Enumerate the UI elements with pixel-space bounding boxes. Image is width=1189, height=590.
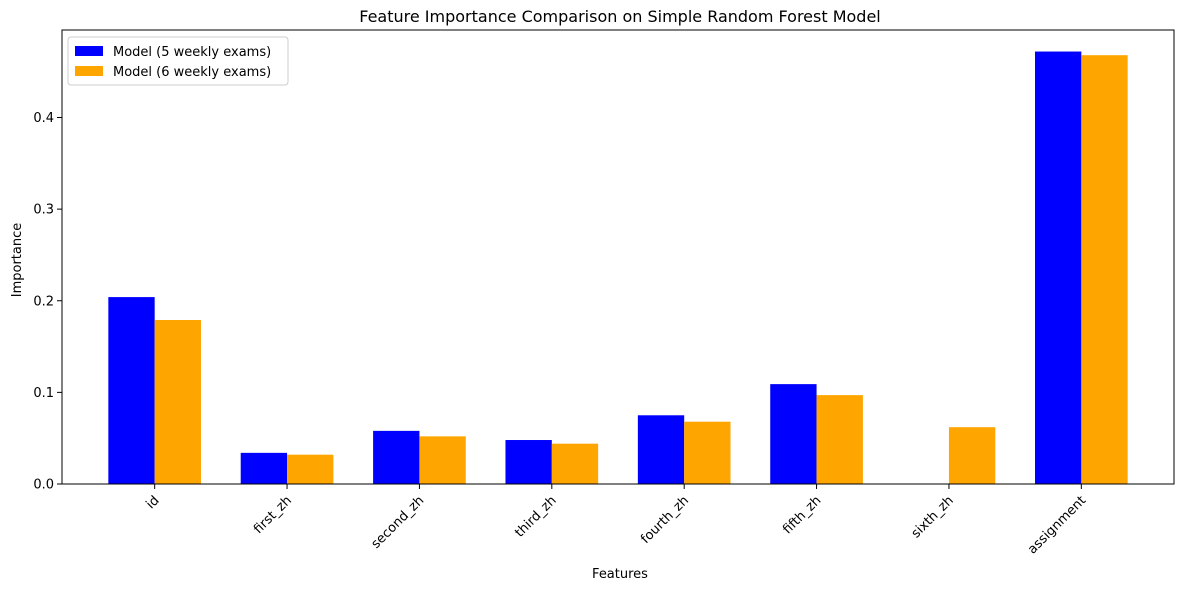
bars-layer — [108, 51, 1128, 484]
bar-second_zh-series-1 — [373, 430, 420, 484]
legend-label-series-1: Model (5 weekly exams) — [113, 45, 271, 60]
bar-fifth_zh-series-1 — [770, 384, 817, 484]
bar-first_zh-series-2 — [287, 454, 334, 484]
plot-frame — [61, 29, 1175, 485]
bar-sixth_zh-series-2 — [948, 427, 996, 484]
y-axis-label: Importance — [10, 223, 25, 298]
legend-label-series-2: Model (6 weekly exams) — [113, 65, 271, 80]
bar-id-series-2 — [154, 319, 201, 484]
y-tick-label: 0.2 — [33, 294, 54, 309]
bar-assignment-series-1 — [1035, 51, 1082, 484]
y-tick-label: 0.4 — [33, 111, 54, 126]
bar-second_zh-series-2 — [419, 436, 466, 484]
legend-swatch-series-1 — [75, 46, 103, 56]
x-axis-label: Features — [592, 567, 648, 582]
y-axis: 0.0 0.1 0.2 0.3 0.4 — [33, 111, 62, 493]
legend: Model (5 weekly exams) Model (6 weekly ex… — [67, 36, 289, 86]
bar-first_zh-series-1 — [240, 452, 288, 484]
bar-fourth_zh-series-1 — [637, 415, 685, 484]
y-tick-label: 0.0 — [33, 478, 54, 493]
legend-swatch-series-2 — [75, 66, 103, 76]
chart-title: Feature Importance Comparison on Simple … — [359, 7, 881, 26]
bar-fourth_zh-series-2 — [684, 421, 731, 484]
bar-fifth_zh-series-2 — [816, 395, 863, 484]
legend-box — [67, 36, 289, 86]
bar-third_zh-series-2 — [551, 443, 599, 484]
bar-third_zh-series-1 — [505, 440, 552, 484]
y-tick-label: 0.3 — [33, 203, 54, 218]
bar-id-series-1 — [108, 297, 155, 484]
y-tick-label: 0.1 — [33, 386, 54, 401]
bar-assignment-series-2 — [1081, 55, 1128, 484]
